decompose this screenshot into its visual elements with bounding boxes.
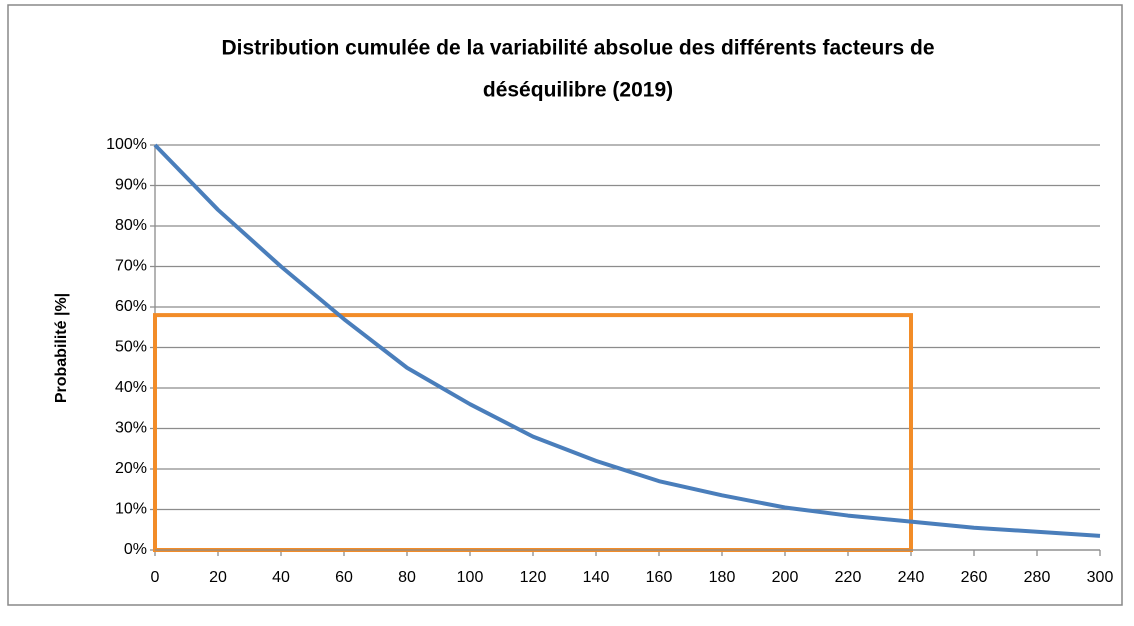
x-tick-label: 280 [1024, 569, 1051, 586]
y-tick-label: 60% [115, 298, 147, 315]
y-tick-label: 40% [115, 379, 147, 396]
y-axis-label: Probabilité |%| [53, 293, 70, 403]
line-series [153, 143, 1101, 538]
y-tick-label: 30% [115, 420, 147, 437]
x-tick-label: 140 [583, 569, 610, 586]
y-tick-label: 10% [115, 501, 147, 518]
x-tick-label: 20 [209, 569, 227, 586]
x-tick-label: 100 [457, 569, 484, 586]
x-tick-label: 40 [272, 569, 290, 586]
x-tick-label: 200 [772, 569, 799, 586]
x-tick-label: 120 [520, 569, 547, 586]
y-tick-label: 70% [115, 258, 147, 275]
x-tick-label: 240 [898, 569, 925, 586]
x-tick-label: 260 [961, 569, 988, 586]
y-tick-label: 0% [124, 541, 147, 558]
x-tick-label: 300 [1087, 569, 1114, 586]
y-tick-label: 80% [115, 217, 147, 234]
y-tick-label: 50% [115, 339, 147, 356]
chart-title: déséquilibre (2019) [483, 79, 673, 102]
y-tick-label: 20% [115, 460, 147, 477]
x-tick-label: 80 [398, 569, 416, 586]
x-tick-label: 0 [151, 569, 160, 586]
y-tick-label: 100% [106, 136, 147, 153]
x-tick-label: 160 [646, 569, 673, 586]
y-tick-label: 90% [115, 177, 147, 194]
chart-title: Distribution cumulée de la variabilité a… [221, 37, 934, 60]
x-tick-label: 60 [335, 569, 353, 586]
x-tick-label: 220 [835, 569, 862, 586]
chart-border [7, 4, 1123, 606]
x-tick-label: 180 [709, 569, 736, 586]
